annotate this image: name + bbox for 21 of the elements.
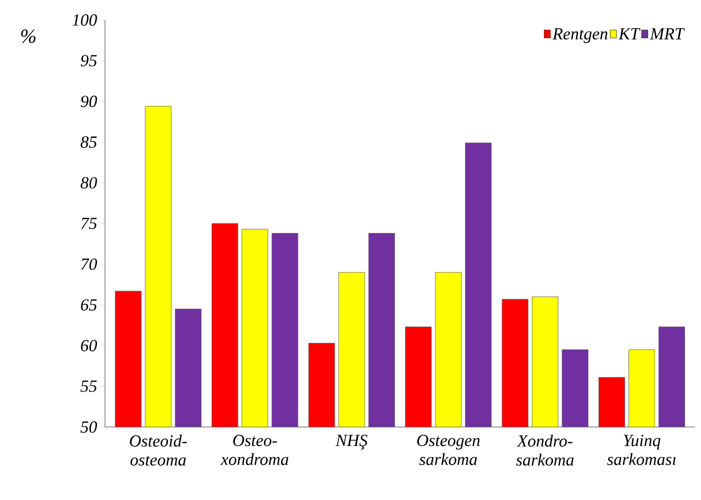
legend-label: MRT (650, 28, 685, 40)
y-tick-label: 90 (80, 96, 98, 108)
y-tick-label: 70 (81, 258, 98, 270)
x-tick-label: Osteogen sarkoma (417, 434, 480, 466)
y-tick-label: 75 (81, 218, 97, 230)
y-tick-label: 65 (80, 299, 97, 311)
y-tick-label: 50 (80, 421, 98, 433)
y-tick-label: 85 (80, 136, 97, 148)
legend-label: KT (618, 28, 640, 40)
y-tick-label: 55 (80, 380, 97, 392)
y-tick-label: 100 (72, 14, 98, 26)
x-tick-label: NHŞ (336, 434, 368, 450)
x-tick-label: Osteoid- osteoma (130, 434, 187, 466)
y-axis-title: % (21, 30, 36, 44)
y-tick-label: 95 (80, 55, 97, 66)
x-tick-label: Yuinq sarkoması (607, 434, 676, 466)
x-tick-label: Osteo- xondroma (220, 434, 288, 466)
legend-label: Rentgen (552, 28, 608, 43)
y-tick-label: 60 (80, 340, 98, 352)
y-tick-label: 80 (80, 177, 98, 189)
x-tick-label: Xondro- sarkoma (516, 434, 574, 466)
